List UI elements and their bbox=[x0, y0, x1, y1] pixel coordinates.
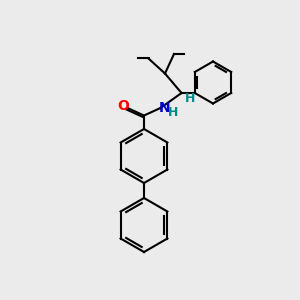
Text: N: N bbox=[158, 101, 170, 115]
Text: O: O bbox=[117, 100, 129, 113]
Text: H: H bbox=[168, 106, 178, 119]
Text: H: H bbox=[185, 92, 195, 105]
